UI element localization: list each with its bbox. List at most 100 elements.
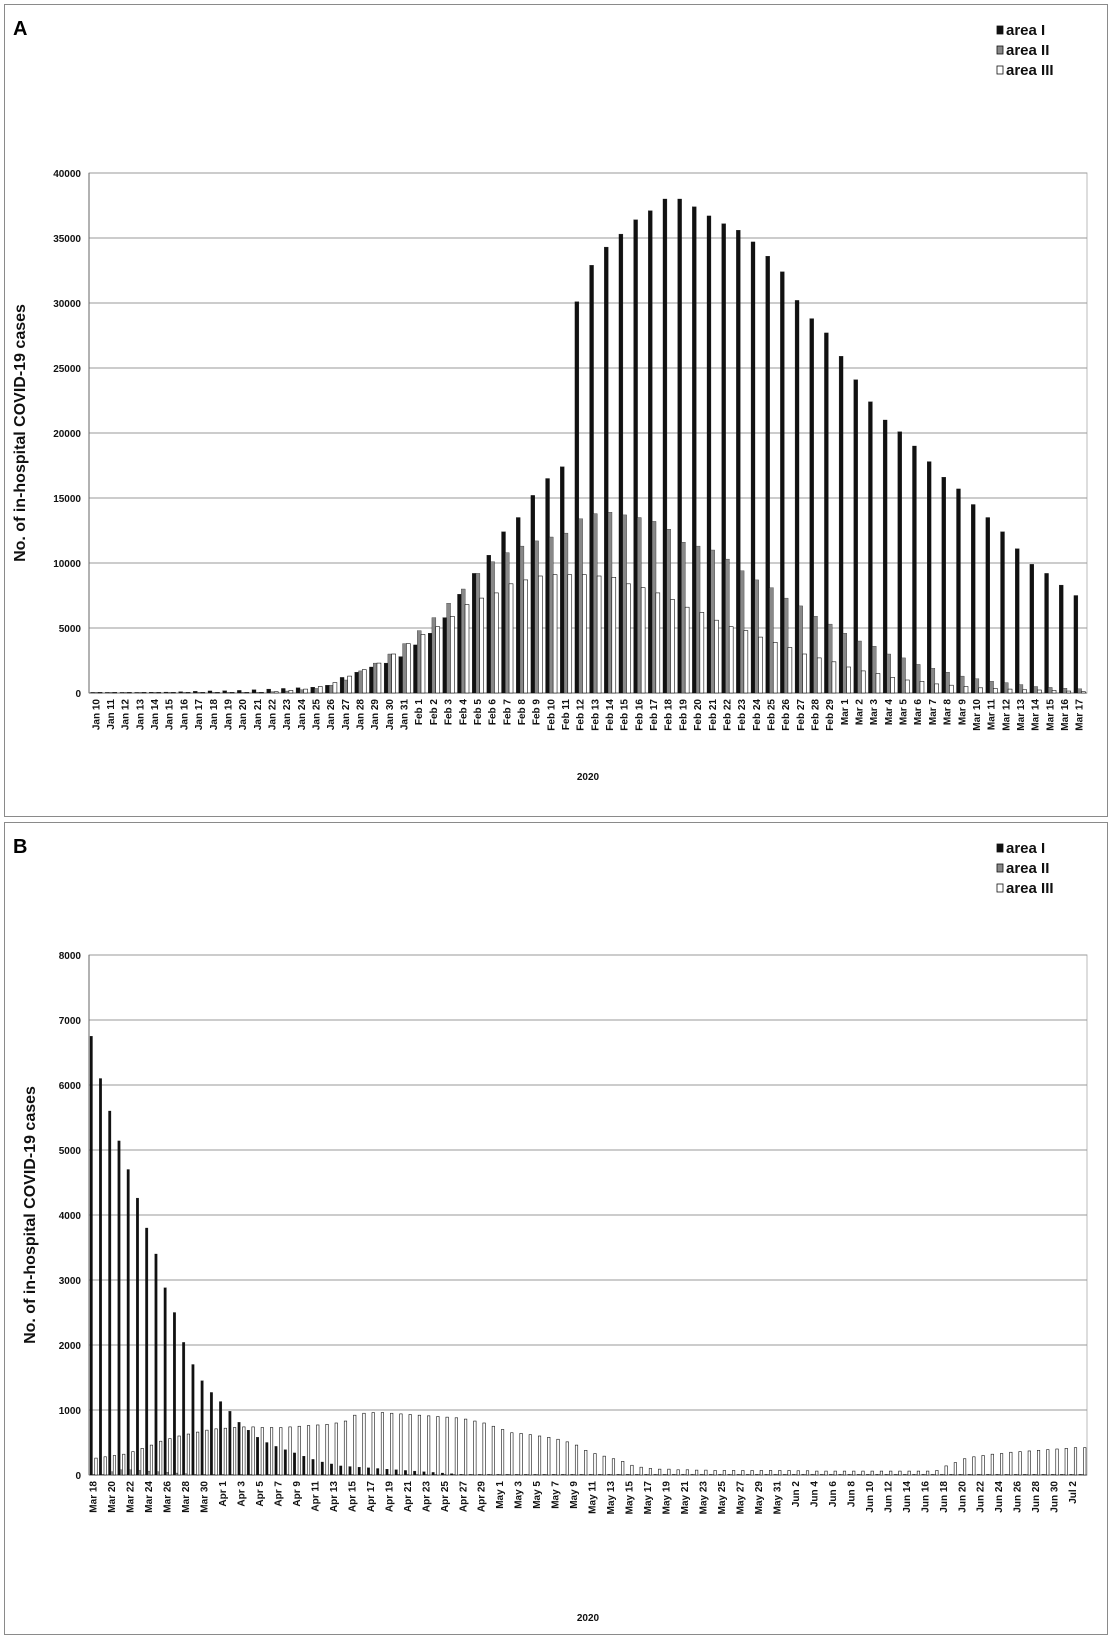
x-tick-label: Jan 26 <box>326 699 337 731</box>
x-tick-label: May 7 <box>551 1481 562 1509</box>
legend-swatch <box>996 843 1004 853</box>
x-tick-label: Feb 1 <box>414 699 425 726</box>
bar-area-iii <box>215 692 220 694</box>
x-tick-label: Mar 16 <box>1060 699 1071 731</box>
bar-area-i <box>311 1459 315 1476</box>
bar-area-iii <box>464 1418 468 1476</box>
bar-area-ii <box>505 552 510 694</box>
x-tick-label: Mar 12 <box>1001 699 1012 731</box>
x-tick-label: Mar 13 <box>1016 699 1027 731</box>
bar-area-iii <box>596 575 602 694</box>
bar-area-i <box>773 1474 777 1476</box>
bar-area-iii <box>626 583 631 694</box>
bar-area-iii <box>1007 688 1013 694</box>
bar-area-i <box>1069 1474 1073 1476</box>
bar-area-ii <box>417 630 422 694</box>
bar-area-iii <box>796 1470 800 1476</box>
y-tick-label: 0 <box>75 1471 81 1482</box>
x-tick-label: Jan 24 <box>297 699 308 731</box>
bar-area-ii <box>343 679 348 694</box>
bar-area-ii <box>167 692 172 694</box>
bar-area-iii <box>842 1470 847 1476</box>
bar-area-i <box>985 517 990 694</box>
x-tick-label: Jun 20 <box>957 1481 968 1513</box>
bar-area-i <box>560 466 565 694</box>
x-tick-label: Mar 7 <box>928 699 939 726</box>
y-tick-label: 15000 <box>53 494 81 505</box>
bar-area-iii <box>1066 690 1072 694</box>
bar-area-i <box>1060 1474 1063 1476</box>
bar-area-iii <box>260 1427 264 1476</box>
bar-area-i <box>99 1078 102 1476</box>
bar-area-iii <box>732 1470 736 1476</box>
bar-area-i <box>514 1474 518 1476</box>
bar-area-i <box>457 594 462 694</box>
bar-area-iii <box>621 1461 625 1476</box>
bar-area-iii <box>343 1420 348 1476</box>
bar-area-iii <box>846 666 851 694</box>
bar-area-ii <box>798 605 803 694</box>
bar-area-i <box>819 1474 823 1476</box>
bar-area-iii <box>131 1451 135 1476</box>
legend-swatch <box>996 25 1004 35</box>
bar-area-ii <box>329 685 334 694</box>
bar-area-i <box>912 445 917 694</box>
bar-area-ii <box>739 570 745 694</box>
bar-area-iii <box>141 692 147 694</box>
bar-area-i <box>875 1474 879 1476</box>
bar-area-iii <box>127 692 132 694</box>
bar-area-iii <box>399 1413 403 1476</box>
bar-area-i <box>1059 584 1064 694</box>
bar-area-i <box>927 461 932 694</box>
bar-area-i <box>866 1474 869 1476</box>
bar-area-iii <box>156 692 162 694</box>
x-tick-label: Mar 24 <box>144 1481 155 1513</box>
x-tick-label: Mar 8 <box>943 699 954 726</box>
x-tick-label: Jun 8 <box>846 1481 857 1508</box>
bar-area-i <box>413 644 418 694</box>
bar-area-i <box>967 1474 971 1476</box>
x-tick-label: Feb 16 <box>634 699 645 731</box>
bar-area-iii <box>510 1432 514 1476</box>
bar-area-i <box>755 1474 758 1476</box>
y-tick-label: 6000 <box>59 1081 82 1092</box>
x-tick-label: Jan 18 <box>209 699 220 731</box>
bar-area-i <box>838 1474 842 1476</box>
bar-area-i <box>274 1446 278 1476</box>
bar-area-iii <box>519 1433 523 1476</box>
bar-area-iii <box>816 657 822 694</box>
bar-area-ii <box>813 616 818 694</box>
bar-area-iii <box>699 612 705 694</box>
bar-area-i <box>398 656 403 694</box>
bar-area-iii <box>640 587 646 694</box>
bar-area-i <box>108 1110 112 1476</box>
bar-area-i <box>90 692 95 694</box>
bar-area-iii <box>501 1429 505 1476</box>
y-tick-label: 0 <box>75 689 81 700</box>
bar-area-ii <box>945 672 950 694</box>
bar-area-i <box>750 241 756 694</box>
bar-area-iii <box>233 1427 237 1476</box>
bar-area-iii <box>1073 1447 1078 1476</box>
bar-area-iii <box>743 630 749 694</box>
bar-area-iii <box>890 677 895 694</box>
x-tick-label: Feb 5 <box>473 699 484 726</box>
bar-area-iii <box>670 599 675 694</box>
bar-area-ii <box>226 692 231 694</box>
bar-area-i <box>690 1474 694 1476</box>
bar-area-i <box>339 1465 343 1476</box>
bar-area-iii <box>332 682 338 694</box>
bar-area-ii <box>255 692 260 694</box>
x-tick-label: Feb 25 <box>766 699 777 731</box>
bar-area-iii <box>787 1470 791 1476</box>
x-tick-label: Feb 14 <box>605 699 616 731</box>
bar-area-iii <box>919 680 925 694</box>
bar-area-i <box>472 573 477 694</box>
bar-area-i <box>369 666 374 694</box>
bar-area-i <box>794 300 800 694</box>
bar-area-iii <box>824 1470 828 1476</box>
x-tick-label: May 29 <box>754 1481 765 1515</box>
x-tick-label: Mar 20 <box>107 1481 118 1513</box>
x-tick-label: Jan 13 <box>135 699 146 731</box>
bar-area-ii <box>622 514 627 694</box>
